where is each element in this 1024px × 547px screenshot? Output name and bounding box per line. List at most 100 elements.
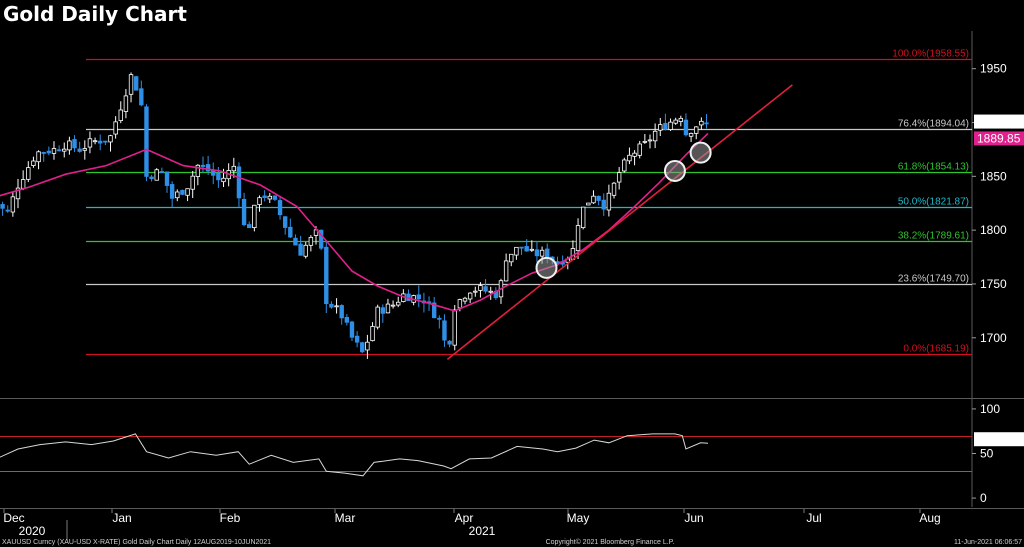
price-tick-label: 1750	[980, 277, 1007, 291]
candle-body	[159, 171, 165, 173]
candle-body	[606, 192, 612, 211]
candle	[282, 216, 288, 235]
candle-body	[180, 189, 185, 195]
candle	[62, 142, 67, 158]
candle-body	[113, 121, 118, 135]
support-trendline	[446, 84, 793, 360]
month-label: Feb	[220, 511, 241, 525]
candle-body	[396, 301, 401, 306]
candle-body	[339, 305, 344, 319]
fibonacci-levels: 100.0%(1958.55) 76.4%(1894.04) 61.8%(1854.…	[86, 49, 972, 356]
candle-body	[534, 249, 540, 257]
candle-body	[699, 120, 704, 126]
candle-body	[216, 172, 221, 181]
candle	[616, 167, 622, 190]
candle	[637, 140, 642, 159]
candle-body	[467, 292, 473, 300]
candle	[298, 235, 303, 256]
candle	[447, 340, 452, 348]
ma-badge-bg	[974, 131, 1024, 146]
candle	[139, 80, 144, 107]
candle	[169, 181, 175, 208]
candle-body	[503, 260, 509, 282]
candle	[431, 296, 437, 319]
candle	[149, 174, 154, 182]
candle	[205, 155, 211, 176]
candle-body	[103, 140, 108, 143]
month-label: Mar	[335, 511, 356, 525]
candle	[375, 304, 380, 330]
candle	[190, 170, 195, 198]
price-tick-label: 1950	[980, 62, 1007, 76]
candle	[277, 196, 283, 220]
candle-body	[46, 150, 52, 154]
candle-body	[15, 187, 21, 200]
candle	[396, 296, 401, 308]
candle-body	[334, 305, 339, 308]
candle-body	[632, 152, 637, 157]
candle-body	[257, 197, 262, 205]
candle	[627, 147, 632, 165]
touch-marker	[689, 141, 712, 164]
candle-body	[375, 306, 380, 328]
candle-body	[200, 164, 206, 167]
candle	[385, 298, 391, 314]
candle-body	[318, 229, 324, 249]
panel-frames	[0, 31, 1024, 509]
candle-body	[277, 200, 283, 216]
candle	[51, 141, 57, 160]
candle-body	[72, 139, 77, 149]
ma-badge: 1889.85	[977, 131, 1021, 145]
candle-body	[365, 341, 370, 351]
rsi-badge: 61.5307	[977, 432, 1021, 446]
candle	[694, 126, 699, 140]
candle	[41, 151, 46, 162]
candle-body	[668, 121, 673, 130]
rsi-tick-label: 0	[980, 491, 987, 505]
candle-body	[462, 297, 468, 302]
candle	[5, 205, 10, 213]
candle-body	[442, 320, 447, 341]
candle-body	[118, 109, 123, 121]
candle	[493, 287, 499, 300]
candle-body	[0, 204, 5, 209]
candle	[0, 201, 5, 216]
candle	[483, 279, 488, 294]
candle	[524, 239, 529, 252]
candle	[36, 150, 41, 170]
month-label: Jun	[684, 511, 703, 525]
candle	[704, 114, 709, 129]
candle-body	[457, 299, 463, 309]
candle-body	[288, 226, 293, 238]
candle	[488, 286, 493, 300]
price-tick-label: 1850	[980, 169, 1007, 183]
candle	[272, 195, 278, 201]
candle-body	[447, 340, 452, 345]
candle	[92, 137, 98, 145]
candle	[416, 285, 421, 308]
candle-body	[519, 246, 524, 249]
candle	[257, 195, 262, 212]
candle	[20, 170, 26, 191]
candle	[365, 334, 370, 359]
candle-body	[575, 225, 581, 252]
candle	[683, 113, 689, 137]
candle	[98, 134, 103, 151]
candle-body	[344, 316, 350, 323]
candle	[252, 204, 257, 232]
candle-body	[360, 342, 365, 353]
candle	[514, 246, 519, 260]
candle	[231, 157, 237, 178]
candle	[339, 304, 344, 325]
candle-body	[678, 117, 684, 122]
candle	[293, 234, 298, 246]
candle-body	[303, 244, 308, 257]
candle	[642, 134, 648, 144]
candle	[108, 134, 113, 152]
month-label: Apr	[455, 511, 474, 525]
candle-body	[195, 164, 201, 177]
candle	[113, 116, 118, 139]
candle	[329, 301, 334, 309]
candle-body	[509, 253, 514, 263]
